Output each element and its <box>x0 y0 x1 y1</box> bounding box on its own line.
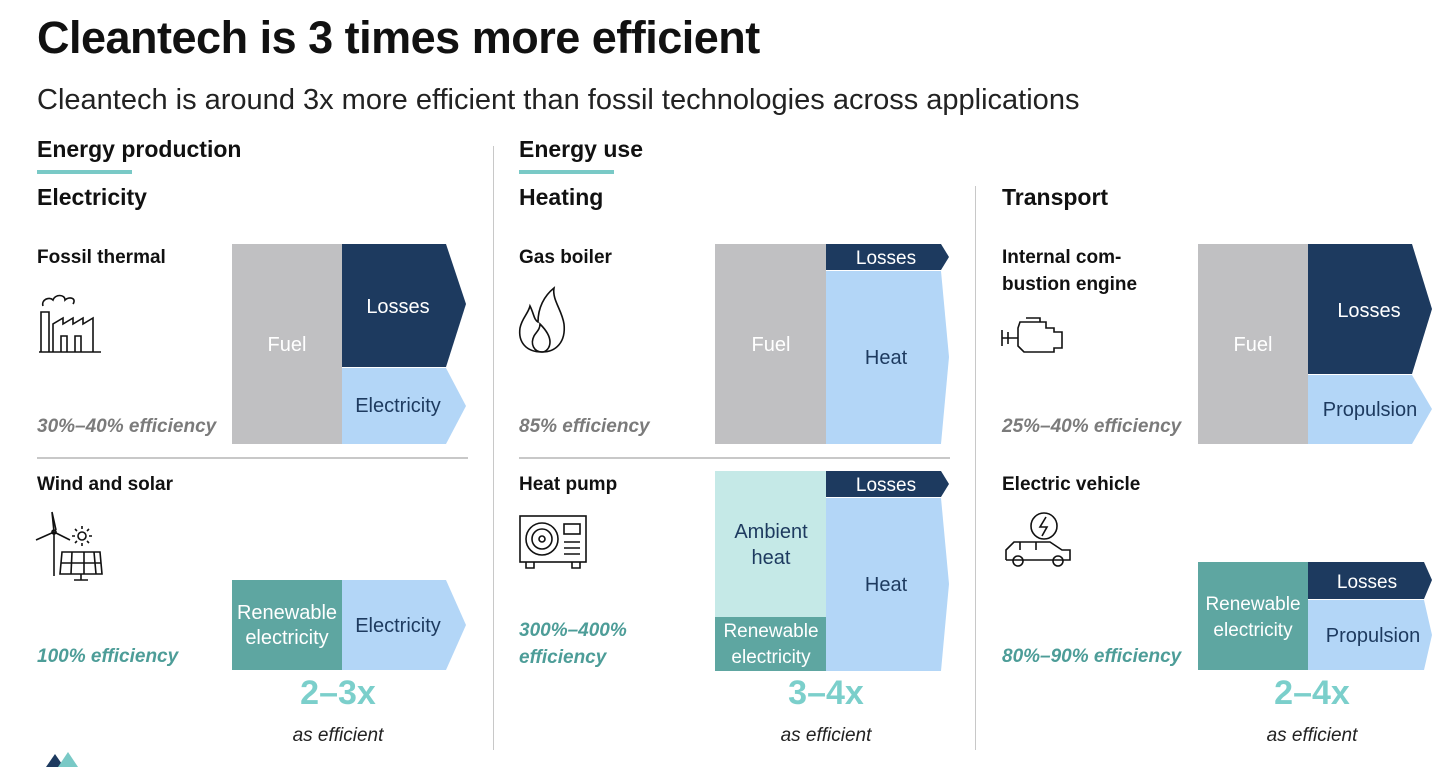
block-renewable-electricity <box>232 580 342 670</box>
tech-label-fossil-thermal: Fossil thermal <box>37 247 166 268</box>
tech-label-wind-solar: Wind and solar <box>37 474 174 495</box>
block-losses <box>826 244 949 270</box>
block-propulsion <box>1308 375 1432 444</box>
label-fuel: Fuel <box>1234 334 1273 356</box>
tech-label-line: Internal com- <box>1002 247 1122 268</box>
category-heating: Heating <box>519 184 604 210</box>
flow-wind-solar: Renewable electricity Electricity <box>232 580 466 670</box>
label-heat: Heat <box>865 574 908 596</box>
label-electricity: Electricity <box>355 615 441 637</box>
label-renewable-electricity: Renewable electricity <box>723 621 818 668</box>
block-heat <box>826 498 949 671</box>
efficiency-heat-pump: 300%–400% efficiency <box>519 617 627 671</box>
flow-heat-pump: Ambient heat Renewable electricity Losses … <box>715 471 949 671</box>
block-renewable-electricity <box>715 617 826 671</box>
multiplier-transport: 2–4x <box>1274 674 1350 712</box>
label-ambient-heat: Ambient heat <box>734 521 808 569</box>
wind-solar-icon <box>32 510 106 589</box>
column-divider <box>975 186 976 750</box>
label-losses: Losses <box>1337 572 1397 593</box>
block-losses <box>826 471 949 497</box>
multiplier-heating: 3–4x <box>788 674 864 712</box>
factory-icon <box>37 290 103 359</box>
label-losses: Losses <box>1337 300 1400 322</box>
logo-icon <box>46 752 86 767</box>
section-energy-use: Energy use <box>519 136 643 162</box>
flow-combustion-engine: Fuel Losses Propulsion <box>1198 244 1432 444</box>
electric-car-icon <box>1000 510 1076 575</box>
column-divider <box>493 146 494 750</box>
efficiency-heat-pump-line2: efficiency <box>519 647 607 668</box>
section-underline <box>519 170 614 174</box>
tech-label-gas-boiler: Gas boiler <box>519 247 612 268</box>
efficiency-heat-pump-line1: 300%–400% <box>519 620 627 641</box>
block-fuel <box>715 244 826 444</box>
multiplier-electricity: 2–3x <box>300 674 376 712</box>
engine-icon <box>1000 316 1066 363</box>
label-renewable-electricity: Renewable electricity <box>1205 594 1300 641</box>
label-renewable-electricity: Renewable electricity <box>237 602 337 649</box>
multiplier-caption: as efficient <box>292 725 384 746</box>
section-underline <box>37 170 132 174</box>
block-fuel <box>232 244 342 444</box>
label-fuel: Fuel <box>268 334 307 356</box>
block-electricity <box>342 368 466 444</box>
category-electricity: Electricity <box>37 184 147 210</box>
efficiency-fossil-thermal: 30%–40% efficiency <box>37 416 217 437</box>
label-losses: Losses <box>856 248 916 269</box>
flame-icon <box>516 286 568 359</box>
flow-electric-vehicle: Renewable electricity Losses Propulsion <box>1198 562 1432 670</box>
label-losses: Losses <box>366 296 429 318</box>
label-losses: Losses <box>856 475 916 496</box>
tech-label-combustion-engine: Internal com- bustion engine <box>1002 244 1137 298</box>
efficiency-wind-solar: 100% efficiency <box>37 646 179 667</box>
row-divider <box>37 457 468 459</box>
block-propulsion <box>1308 600 1432 670</box>
flow-gas-boiler: Fuel Losses Heat <box>715 244 949 444</box>
tech-label-electric-vehicle: Electric vehicle <box>1002 474 1141 495</box>
label-propulsion: Propulsion <box>1323 399 1418 421</box>
efficiency-combustion-engine: 25%–40% efficiency <box>1002 416 1182 437</box>
section-energy-production: Energy production <box>37 136 242 162</box>
page-subtitle: Cleantech is around 3x more efficient th… <box>37 84 1080 116</box>
block-losses <box>342 244 466 367</box>
label-electricity: Electricity <box>355 395 441 417</box>
heat-pump-icon <box>518 512 588 577</box>
tech-label-line: bustion engine <box>1002 274 1138 295</box>
block-heat <box>826 271 949 444</box>
tech-label-heat-pump: Heat pump <box>519 474 618 495</box>
block-renewable-electricity <box>1198 562 1308 670</box>
label-fuel: Fuel <box>752 334 791 356</box>
page-title: Cleantech is 3 times more efficient <box>37 12 760 63</box>
category-transport: Transport <box>1002 184 1109 210</box>
label-heat: Heat <box>865 347 908 369</box>
multiplier-caption: as efficient <box>780 725 872 746</box>
block-fuel <box>1198 244 1308 444</box>
block-ambient-heat <box>715 471 826 617</box>
efficiency-gas-boiler: 85% efficiency <box>519 416 650 437</box>
flow-fossil-thermal: Fuel Losses Electricity <box>232 244 466 444</box>
multiplier-caption: as efficient <box>1266 725 1358 746</box>
row-divider <box>519 457 950 459</box>
label-propulsion: Propulsion <box>1326 625 1421 647</box>
block-losses <box>1308 562 1432 599</box>
block-losses <box>1308 244 1432 374</box>
efficiency-electric-vehicle: 80%–90% efficiency <box>1002 646 1182 667</box>
block-electricity <box>342 580 466 670</box>
